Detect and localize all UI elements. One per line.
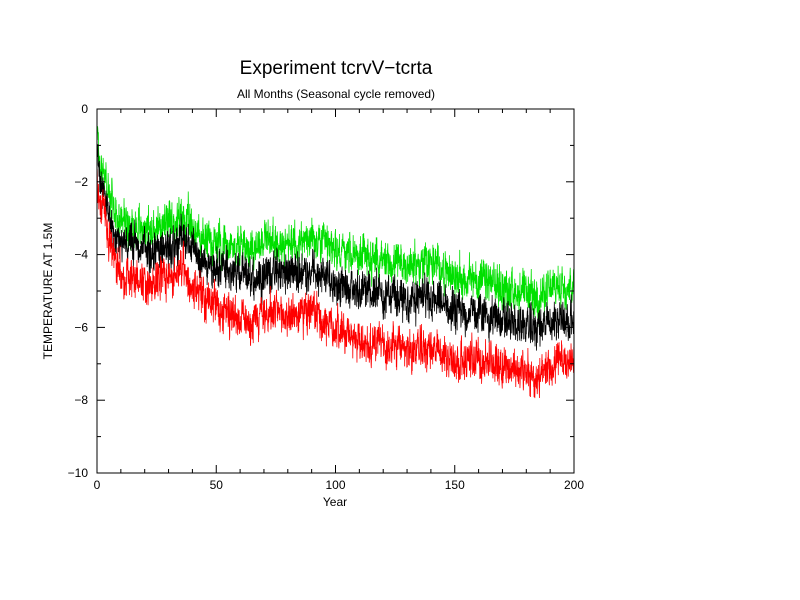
- series-line: [96, 168, 575, 399]
- tick-layer: 0 50 100 150 200 0 −2 −4 −6 −8 −10: [68, 102, 585, 492]
- y-tick-label: −8: [74, 393, 88, 407]
- series-line: [96, 144, 575, 351]
- chart-title: Experiment tcrvV−tcrta: [240, 58, 433, 79]
- chart-subtitle: All Months (Seasonal cycle removed): [237, 87, 435, 101]
- y-tick-label: 0: [81, 102, 88, 116]
- series-layer: [96, 126, 575, 399]
- y-tick-label: −4: [74, 248, 88, 262]
- x-tick-label: 0: [94, 478, 101, 492]
- y-tick-label: −2: [74, 175, 88, 189]
- x-tick-label: 150: [445, 478, 465, 492]
- x-tick-label: 50: [210, 478, 224, 492]
- x-tick-label: 100: [325, 478, 345, 492]
- y-tick-label: −6: [74, 320, 88, 334]
- x-tick-label: 200: [564, 478, 584, 492]
- y-tick-label: −10: [68, 466, 89, 480]
- x-axis-label: Year: [323, 495, 347, 509]
- y-axis-label: TEMPERATURE AT 1.5M: [41, 223, 55, 360]
